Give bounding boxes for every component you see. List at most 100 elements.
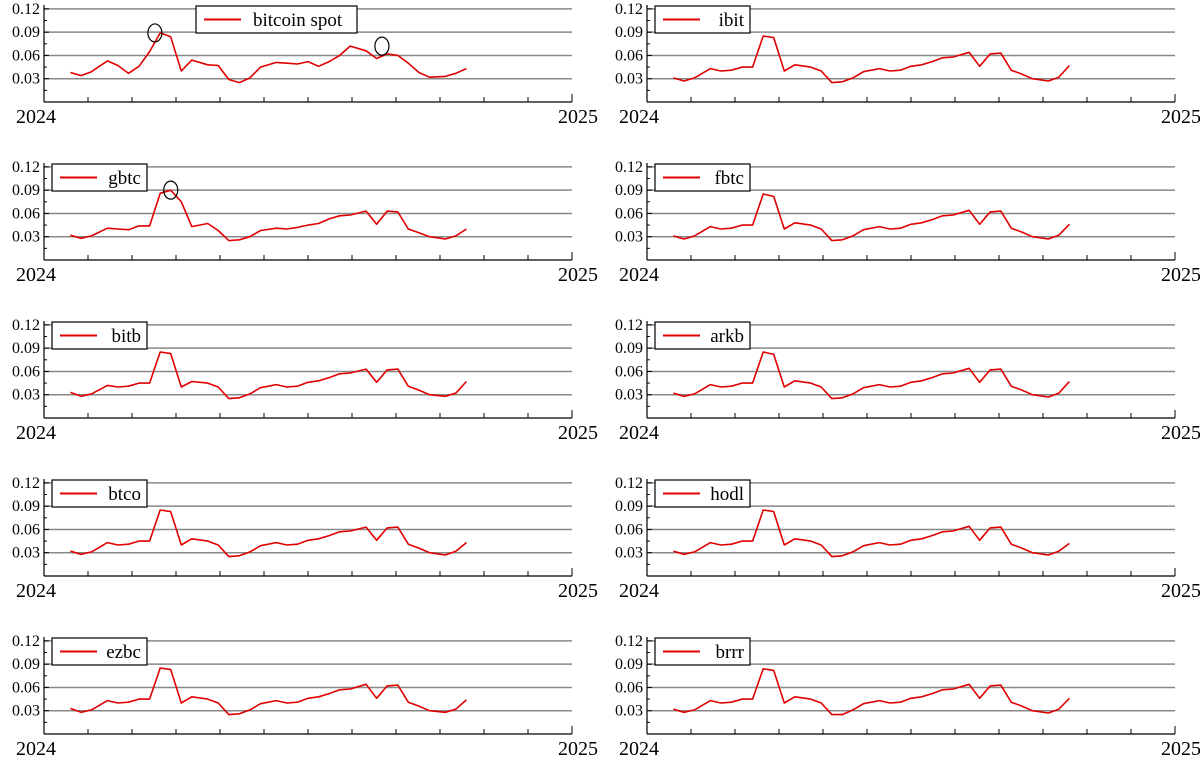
x-tick-label: 2024 [619, 422, 659, 444]
y-tick-label: 0.09 [12, 182, 40, 199]
x-tick-label: 2025 [1161, 422, 1200, 444]
y-tick-label: 0.12 [12, 633, 40, 650]
series-line [70, 189, 467, 242]
chart-svg: 0.12 0.09 0.06 0.03 2024 2025 bitb [12, 317, 598, 444]
y-tick-label: 0.09 [615, 182, 643, 199]
series-line [70, 509, 467, 558]
chart-panel: 0.12 0.09 0.06 0.03 2024 2025 arkb [603, 316, 1200, 467]
y-tick-label: 0.03 [12, 703, 40, 720]
chart-panel: 0.12 0.09 0.06 0.03 2024 2025 ibit [603, 0, 1200, 151]
legend-label: fbtc [714, 168, 744, 189]
x-tick-label: 2025 [558, 106, 598, 128]
figure-grid: 0.12 0.09 0.06 0.03 2024 2025 bitcoin spot 0.12… [0, 0, 1200, 760]
y-tick-label: 0.03 [615, 387, 643, 404]
x-tick-label: 2024 [16, 106, 56, 128]
legend: arkb [654, 321, 751, 350]
y-tick-label: 0.09 [615, 340, 643, 357]
chart-svg: 0.12 0.09 0.06 0.03 2024 2025 ibit [615, 1, 1200, 128]
legend-label: bitcoin spot [253, 10, 343, 31]
y-tick-label: 0.03 [12, 545, 40, 562]
x-tick-label: 2024 [16, 738, 56, 760]
y-tick-label: 0.12 [615, 317, 643, 334]
legend-label: hodl [710, 484, 744, 505]
y-tick-label: 0.12 [615, 1, 643, 18]
y-tick-label: 0.03 [615, 71, 643, 88]
x-tick-label: 2025 [558, 422, 598, 444]
legend: bitb [51, 321, 148, 350]
legend: ibit [654, 5, 751, 34]
x-tick-label: 2025 [1161, 580, 1200, 602]
y-tick-label: 0.06 [615, 363, 643, 380]
chart-svg: 0.12 0.09 0.06 0.03 2024 2025 brrr [615, 633, 1200, 760]
y-tick-label: 0.09 [615, 656, 643, 673]
x-tick-label: 2024 [619, 580, 659, 602]
chart-svg: 0.12 0.09 0.06 0.03 2024 2025 bitcoin spot [12, 1, 598, 128]
y-tick-label: 0.06 [615, 47, 643, 64]
legend: brrr [654, 637, 751, 666]
y-tick-label: 0.03 [615, 229, 643, 246]
chart-svg: 0.12 0.09 0.06 0.03 2024 2025 fbtc [615, 159, 1200, 286]
y-tick-label: 0.12 [12, 317, 40, 334]
y-tick-label: 0.09 [12, 340, 40, 357]
y-tick-label: 0.03 [615, 703, 643, 720]
y-tick-label: 0.06 [615, 521, 643, 538]
chart-panel: 0.12 0.09 0.06 0.03 2024 2025 bitb [0, 316, 600, 467]
legend: ezbc [51, 637, 148, 666]
y-tick-label: 0.09 [12, 656, 40, 673]
series-line [70, 667, 467, 716]
legend: gbtc [51, 163, 148, 192]
chart-panel: 0.12 0.09 0.06 0.03 2024 2025 hodl [603, 474, 1200, 625]
y-tick-label: 0.12 [12, 475, 40, 492]
chart-panel: 0.12 0.09 0.06 0.03 2024 2025 fbtc [603, 158, 1200, 309]
legend: hodl [654, 479, 751, 508]
chart-panel: 0.12 0.09 0.06 0.03 2024 2025 brrr [603, 632, 1200, 783]
chart-svg: 0.12 0.09 0.06 0.03 2024 2025 btco [12, 475, 598, 602]
chart-panel: 0.12 0.09 0.06 0.03 2024 2025 ezbc [0, 632, 600, 783]
y-tick-label: 0.06 [12, 205, 40, 222]
chart-svg: 0.12 0.09 0.06 0.03 2024 2025 gbtc [12, 159, 598, 286]
legend-label: arkb [710, 326, 744, 347]
legend-label: btco [108, 484, 141, 505]
y-tick-label: 0.09 [12, 498, 40, 515]
y-tick-label: 0.09 [615, 498, 643, 515]
x-tick-label: 2024 [619, 738, 659, 760]
chart-svg: 0.12 0.09 0.06 0.03 2024 2025 hodl [615, 475, 1200, 602]
annotation-circle [163, 180, 179, 200]
x-tick-label: 2025 [558, 580, 598, 602]
y-tick-label: 0.06 [12, 47, 40, 64]
x-tick-label: 2025 [1161, 106, 1200, 128]
legend-label: bitb [111, 326, 141, 347]
x-tick-label: 2025 [558, 264, 598, 286]
chart-panel: 0.12 0.09 0.06 0.03 2024 2025 btco [0, 474, 600, 625]
y-tick-label: 0.03 [615, 545, 643, 562]
legend-label: gbtc [108, 168, 141, 189]
annotation-circle [147, 23, 163, 43]
x-tick-label: 2024 [619, 106, 659, 128]
series-line [70, 351, 467, 400]
legend-label: brrr [716, 642, 745, 663]
y-tick-label: 0.09 [12, 24, 40, 41]
y-tick-label: 0.06 [615, 679, 643, 696]
y-tick-label: 0.03 [12, 229, 40, 246]
legend-label: ibit [719, 10, 745, 31]
series-line [673, 351, 1070, 400]
series-line [70, 32, 467, 84]
y-tick-label: 0.06 [12, 679, 40, 696]
y-tick-label: 0.06 [12, 363, 40, 380]
y-tick-label: 0.12 [615, 633, 643, 650]
y-tick-label: 0.09 [615, 24, 643, 41]
series-line [673, 667, 1070, 716]
y-tick-label: 0.12 [12, 1, 40, 18]
x-tick-label: 2024 [16, 422, 56, 444]
x-tick-label: 2024 [619, 264, 659, 286]
chart-panel: 0.12 0.09 0.06 0.03 2024 2025 gbtc [0, 158, 600, 309]
y-tick-label: 0.12 [12, 159, 40, 176]
legend: btco [51, 479, 148, 508]
y-tick-label: 0.03 [12, 387, 40, 404]
x-tick-label: 2025 [558, 738, 598, 760]
series-line [673, 193, 1070, 242]
series-line [673, 509, 1070, 558]
y-tick-label: 0.03 [12, 71, 40, 88]
series-line [673, 35, 1070, 84]
y-tick-label: 0.12 [615, 159, 643, 176]
